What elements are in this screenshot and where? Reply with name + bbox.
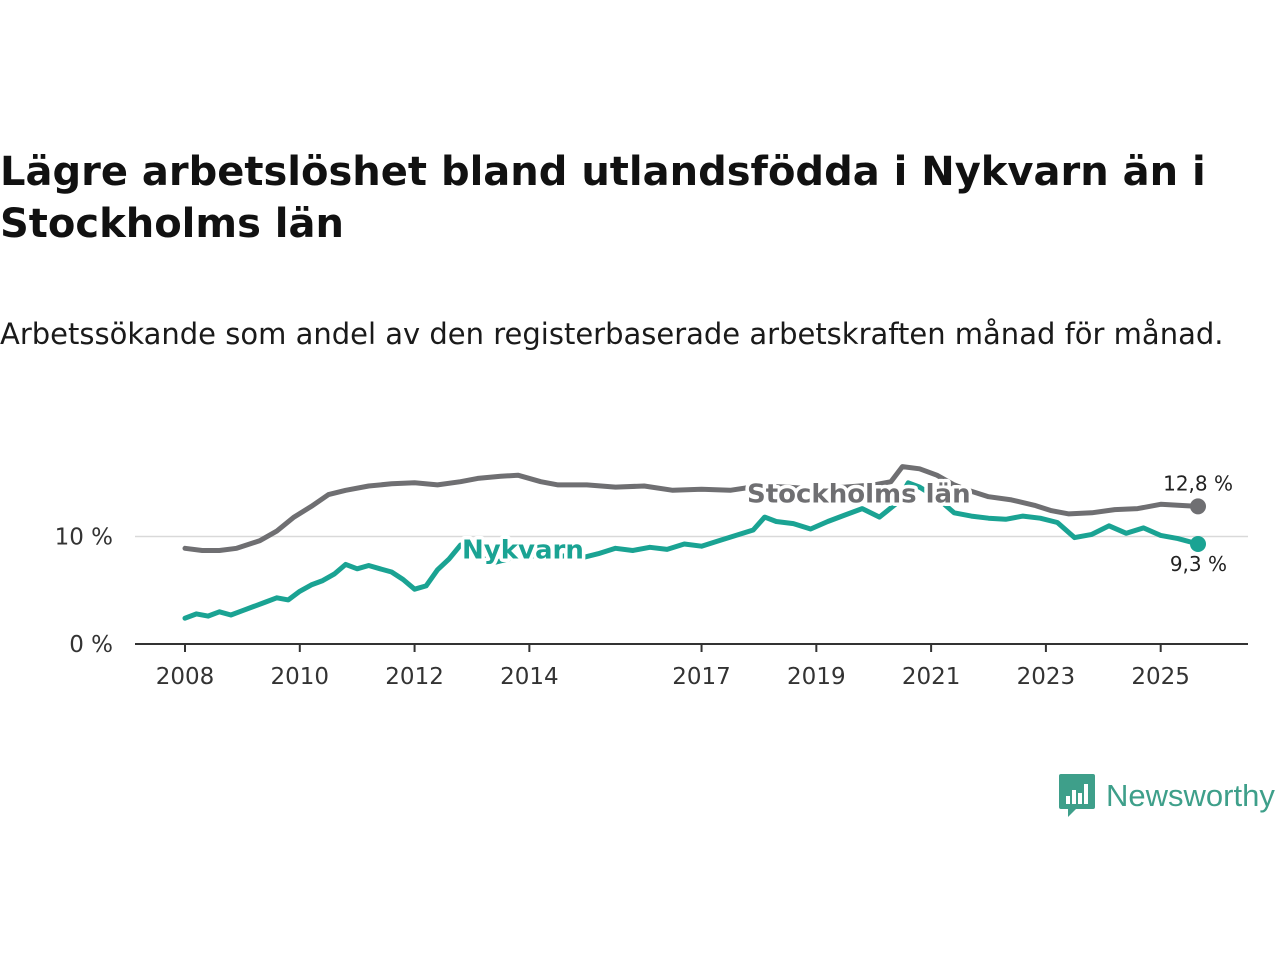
chart-title: Lägre arbetslöshet bland utlandsfödda i … xyxy=(0,149,1206,247)
x-tick-label: 2012 xyxy=(385,664,444,690)
end-value-label-stockholms-lan: 12,8 % xyxy=(1163,471,1233,495)
x-tick-label: 2014 xyxy=(500,664,559,690)
x-tick-label: 2025 xyxy=(1131,664,1190,690)
x-tick-label: 2017 xyxy=(672,664,731,690)
series-end-point xyxy=(1190,536,1206,553)
x-tick-label: 2021 xyxy=(902,664,961,690)
brand-logo: Newsworthy xyxy=(1058,772,1275,820)
series-end-point xyxy=(1190,498,1206,515)
line-chart: 0 % 10 % 2008 2010 2012 2014 2017 2019 2021 2023 2… xyxy=(55,464,1248,690)
end-value-label-nykvarn: 9,3 % xyxy=(1170,552,1227,576)
series-label-stockholms-lan: Stockholms län xyxy=(747,479,971,509)
series-line-stockholms-lan xyxy=(182,464,1201,553)
series-label-nykvarn: Nykvarn xyxy=(462,535,584,565)
brand-name: Newsworthy xyxy=(1106,778,1275,813)
chart-subtitle: Arbetssökande som andel av den registerb… xyxy=(0,317,1224,351)
chart-bubble-icon xyxy=(1059,774,1095,817)
x-tick-label: 2010 xyxy=(271,664,330,690)
x-tick-label: 2023 xyxy=(1017,664,1076,690)
y-tick-label: 0 % xyxy=(69,632,113,658)
y-tick-label: 10 % xyxy=(55,525,113,551)
series-line-nykvarn xyxy=(182,480,1201,621)
x-tick-label: 2008 xyxy=(156,664,215,690)
x-tick-label: 2019 xyxy=(787,664,846,690)
